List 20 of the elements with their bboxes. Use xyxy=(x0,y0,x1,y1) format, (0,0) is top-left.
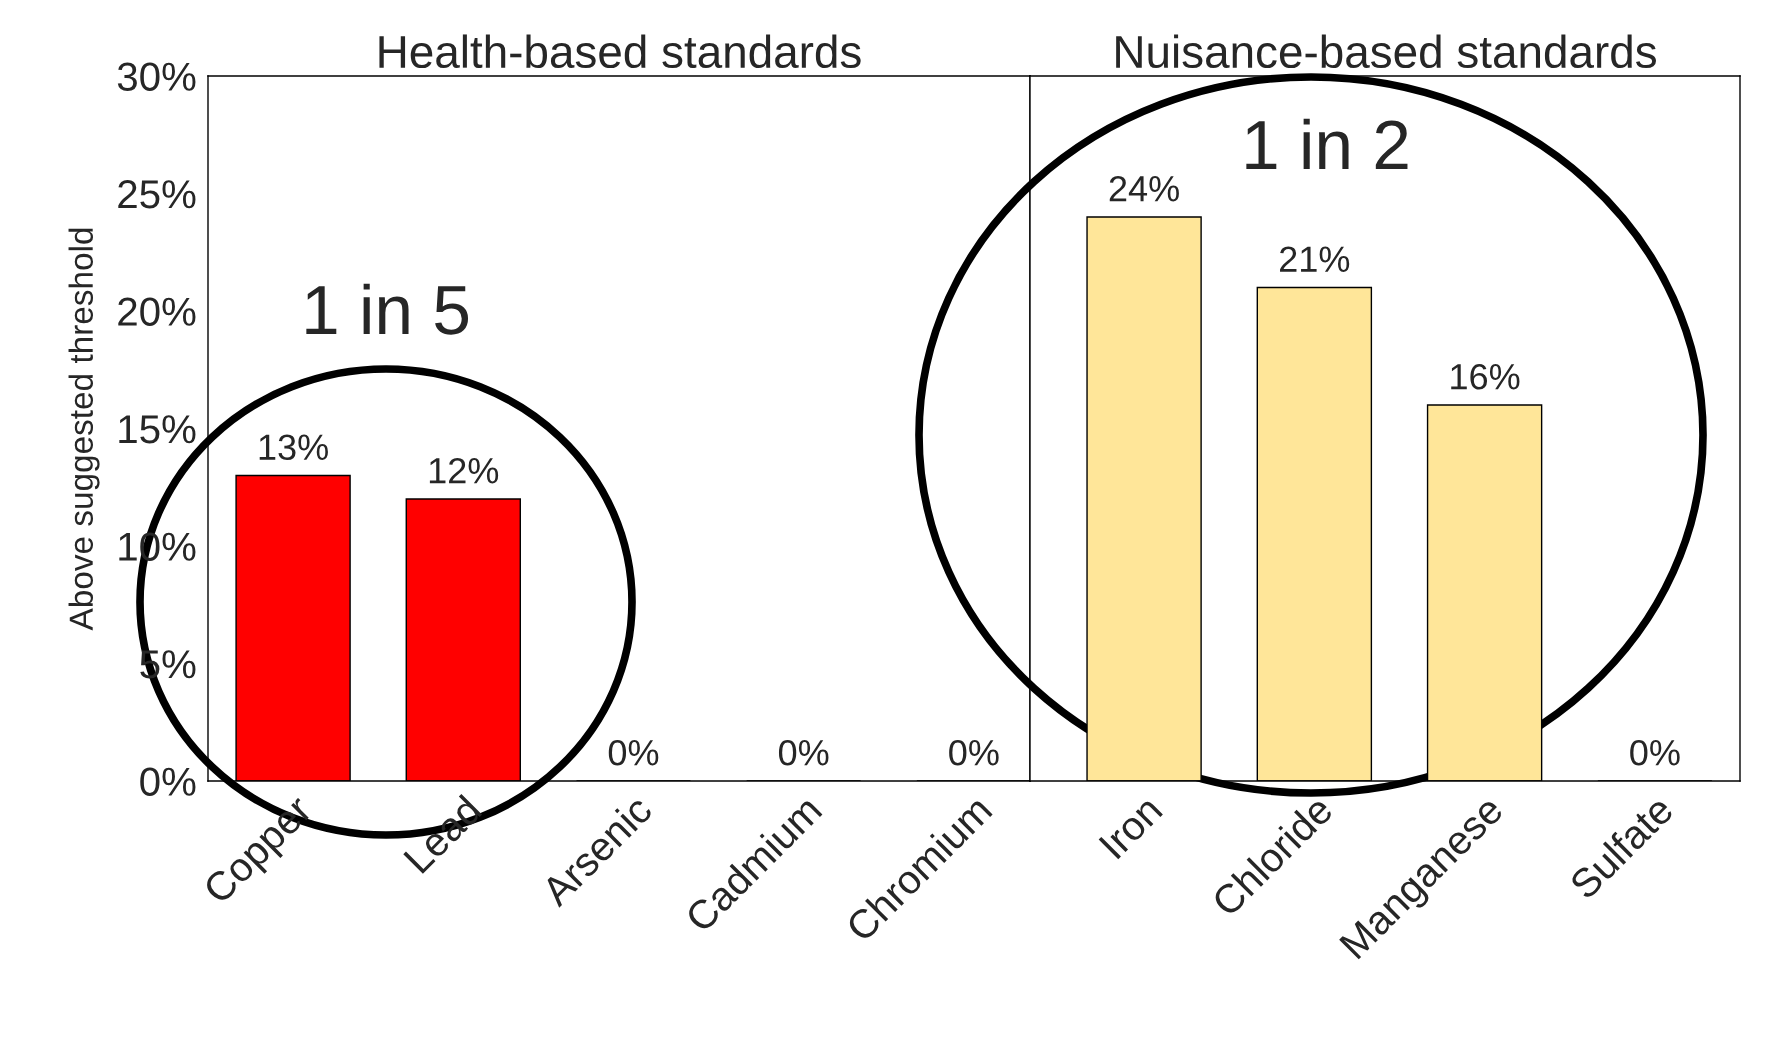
data-label: 0% xyxy=(949,739,999,766)
y-tick-label: 30% xyxy=(117,62,196,91)
chart-title: Health-based standards xyxy=(379,34,861,69)
chart-title: Nuisance-based standards xyxy=(1116,34,1656,69)
data-label: 0% xyxy=(778,739,829,766)
annotation: 1 in 2 xyxy=(1246,118,1408,169)
y-tick-label: 15% xyxy=(119,415,196,444)
data-label: 21% xyxy=(1280,246,1350,272)
data-label: 13% xyxy=(259,434,328,461)
data-label: 24% xyxy=(1109,175,1179,202)
y-tick-label: 25% xyxy=(118,179,196,209)
x-tick-label: Iron xyxy=(1098,795,1164,860)
data-label: 0% xyxy=(1630,739,1680,766)
annotation: 1 in 5 xyxy=(306,283,469,335)
y-axis-title: Above suggested threshold xyxy=(68,228,100,631)
data-label: 16% xyxy=(1451,363,1520,390)
y-tick-label: 20% xyxy=(118,297,196,326)
data-label: 12% xyxy=(429,457,499,484)
data-label: 0% xyxy=(608,739,659,766)
y-tick-label: 0% xyxy=(140,767,196,796)
